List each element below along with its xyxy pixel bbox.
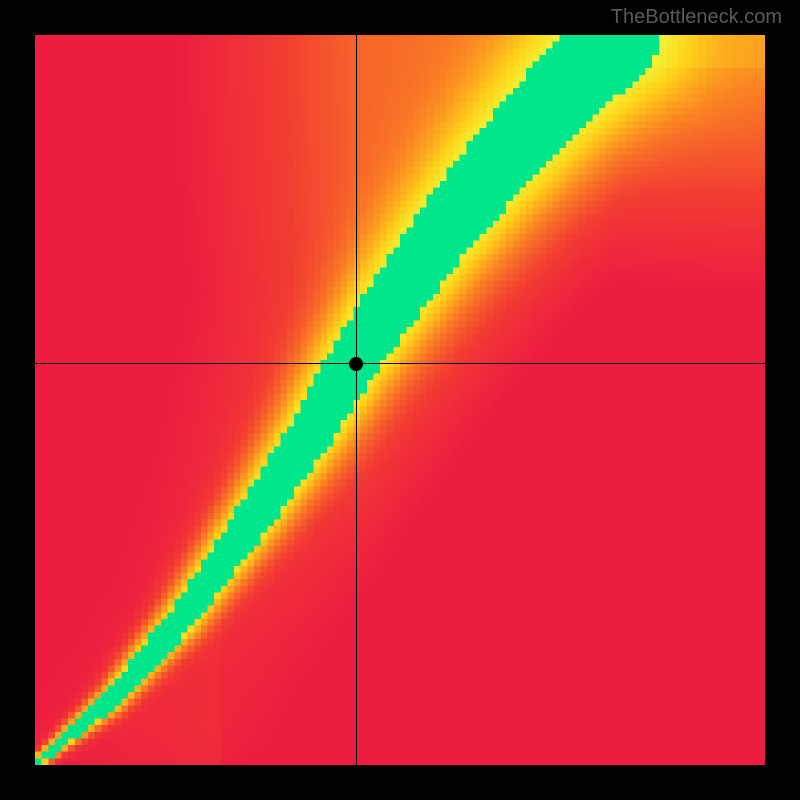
heatmap-canvas <box>35 35 765 765</box>
crosshair-horizontal <box>35 363 765 364</box>
chart-container: TheBottleneck.com <box>0 0 800 800</box>
plot-area <box>35 35 765 765</box>
crosshair-marker <box>349 357 363 371</box>
attribution-text: TheBottleneck.com <box>611 6 782 29</box>
crosshair-vertical <box>356 35 357 765</box>
